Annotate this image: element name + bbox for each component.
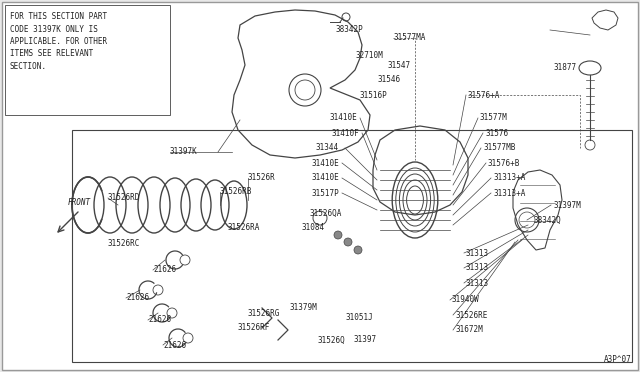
- Text: 31397K: 31397K: [170, 148, 198, 157]
- Text: 31877: 31877: [553, 64, 576, 73]
- Text: 31379M: 31379M: [290, 304, 317, 312]
- Text: 31526RD: 31526RD: [108, 193, 140, 202]
- Text: 31313+A: 31313+A: [493, 173, 525, 183]
- Text: 21626: 21626: [163, 340, 186, 350]
- Text: 31397M: 31397M: [553, 201, 580, 209]
- Text: 31526Q: 31526Q: [317, 336, 345, 344]
- Text: 31576: 31576: [485, 128, 508, 138]
- Bar: [72, 130, 632, 362]
- Text: 31526RB: 31526RB: [220, 187, 252, 196]
- Bar: [5, 5, 170, 115]
- Text: 31313: 31313: [466, 279, 489, 288]
- Text: 31410E: 31410E: [330, 113, 358, 122]
- Text: 31576+B: 31576+B: [488, 158, 520, 167]
- Text: FOR THIS SECTION PART
CODE 31397K ONLY IS
APPLICABLE. FOR OTHER
ITEMS SEE RELEVA: FOR THIS SECTION PART CODE 31397K ONLY I…: [10, 12, 107, 71]
- Circle shape: [344, 238, 352, 246]
- Text: 31526RC: 31526RC: [108, 238, 140, 247]
- Text: 31084: 31084: [302, 224, 325, 232]
- Text: 31526RE: 31526RE: [455, 311, 488, 320]
- Text: 31526RA: 31526RA: [227, 224, 259, 232]
- Text: 31051J: 31051J: [345, 314, 372, 323]
- Text: 31940W: 31940W: [452, 295, 480, 305]
- Text: 31516P: 31516P: [360, 90, 388, 99]
- Text: 38342Q: 38342Q: [533, 215, 561, 224]
- Text: 31546: 31546: [378, 76, 401, 84]
- Text: A3P^07: A3P^07: [604, 355, 632, 364]
- Text: 31410F: 31410F: [332, 128, 360, 138]
- Text: 31526RG: 31526RG: [248, 308, 280, 317]
- Text: 31410E: 31410E: [312, 158, 340, 167]
- Text: 31397: 31397: [353, 336, 376, 344]
- Text: 31577MA: 31577MA: [393, 33, 426, 42]
- Text: 21626: 21626: [153, 266, 176, 275]
- Circle shape: [334, 231, 342, 239]
- Text: 31577M: 31577M: [480, 113, 508, 122]
- Text: 31313+A: 31313+A: [493, 189, 525, 198]
- Text: 31410E: 31410E: [312, 173, 340, 183]
- Text: 31526QA: 31526QA: [310, 208, 342, 218]
- Text: 21626: 21626: [126, 294, 149, 302]
- Text: 32710M: 32710M: [355, 51, 383, 60]
- Text: 31344: 31344: [315, 144, 338, 153]
- Text: 31517P: 31517P: [312, 189, 340, 198]
- Text: 31576+A: 31576+A: [468, 90, 500, 99]
- Text: 31313: 31313: [466, 248, 489, 257]
- Text: 31526R: 31526R: [248, 173, 276, 183]
- Text: 31577MB: 31577MB: [483, 144, 515, 153]
- Circle shape: [354, 246, 362, 254]
- Text: 31313: 31313: [466, 263, 489, 273]
- Text: 38342P: 38342P: [335, 26, 363, 35]
- Text: 31526RF: 31526RF: [238, 324, 270, 333]
- Text: 31547: 31547: [388, 61, 411, 70]
- Text: FRONT: FRONT: [68, 198, 91, 207]
- Text: 31672M: 31672M: [455, 326, 483, 334]
- Text: 21626: 21626: [148, 315, 171, 324]
